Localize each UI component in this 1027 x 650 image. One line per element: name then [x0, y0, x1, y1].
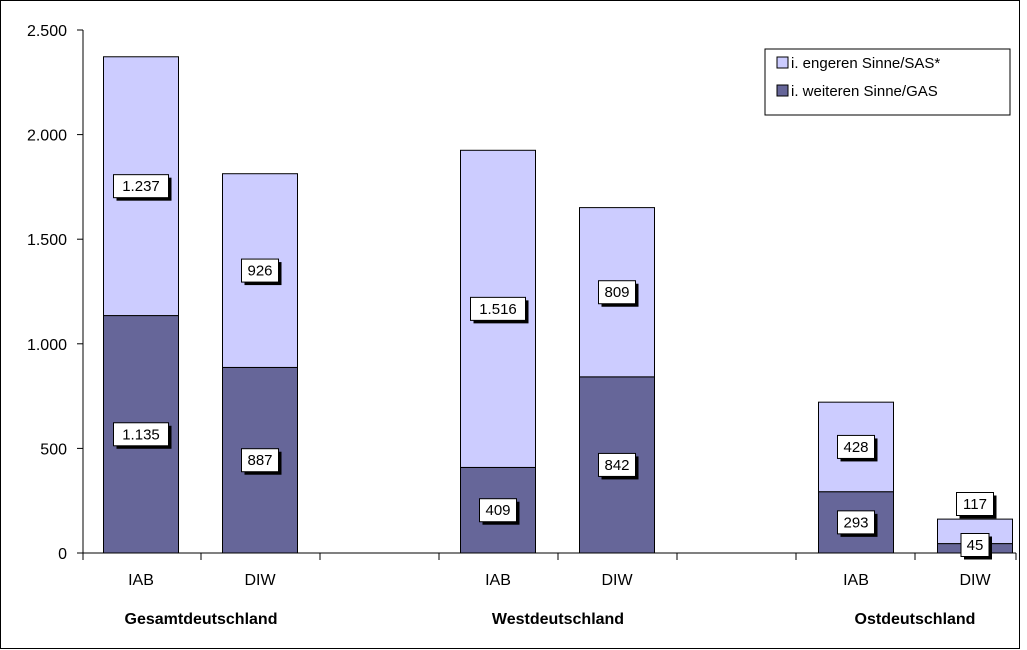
- y-axis: 0 500 1.000 1.500 2.000 2.500: [27, 23, 84, 563]
- data-label-box: [960, 533, 990, 557]
- x-group-label: Gesamtdeutschland: [125, 611, 278, 628]
- data-label-box: [241, 258, 279, 283]
- x-category-label: IAB: [485, 572, 511, 589]
- data-label-box: [837, 510, 875, 535]
- data-label: 887: [247, 452, 272, 469]
- legend-swatch: [776, 84, 789, 97]
- legend-label: i. weiteren Sinne/GAS: [791, 83, 938, 100]
- legend-swatch: [776, 56, 789, 69]
- data-labels: 1.135 1.237 887 926 409 1.516 842 809 293 428 45 11…: [113, 174, 997, 560]
- y-tick-label: 1.000: [27, 337, 67, 354]
- data-label: 926: [247, 263, 272, 280]
- data-label: 117: [963, 496, 987, 513]
- data-label-box: [470, 296, 526, 321]
- data-label: 409: [485, 502, 510, 519]
- x-category-label: IAB: [843, 572, 869, 589]
- x-group-label: Westdeutschland: [492, 611, 624, 628]
- data-label-box: [837, 434, 875, 459]
- data-label: 45: [967, 537, 984, 554]
- data-label-box: [598, 452, 636, 477]
- x-category-label: DIW: [959, 572, 991, 589]
- legend-label: i. engeren Sinne/SAS*: [791, 55, 940, 72]
- legend: i. engeren Sinne/SAS* i. weiteren Sinne/G…: [764, 48, 1011, 116]
- y-tick-label: 2.000: [27, 128, 67, 145]
- data-label: 842: [604, 457, 629, 474]
- data-label: 428: [843, 439, 868, 456]
- x-category-label: DIW: [601, 572, 633, 589]
- data-label-box: [956, 492, 994, 516]
- bar-segment-sas: [818, 401, 894, 493]
- y-tick-label: 2.500: [27, 23, 67, 40]
- y-tick-label: 500: [40, 441, 67, 458]
- data-label-box: [241, 448, 279, 473]
- data-label: 1.237: [122, 178, 160, 195]
- x-group-label: Ostdeutschland: [855, 611, 976, 628]
- data-label: 1.135: [122, 426, 160, 443]
- data-label-box: [479, 498, 517, 523]
- data-label-box: [598, 280, 636, 305]
- data-label: 293: [843, 514, 868, 531]
- y-tick-label: 1.500: [27, 232, 67, 249]
- legend-box: [764, 48, 1011, 116]
- y-tick-label: 0: [58, 546, 67, 563]
- data-label-box: [113, 422, 169, 447]
- data-label-box: [113, 174, 169, 199]
- data-label: 809: [604, 284, 629, 301]
- x-category-label: DIW: [244, 572, 276, 589]
- x-category-label: IAB: [128, 572, 154, 589]
- data-label: 1.516: [479, 301, 517, 318]
